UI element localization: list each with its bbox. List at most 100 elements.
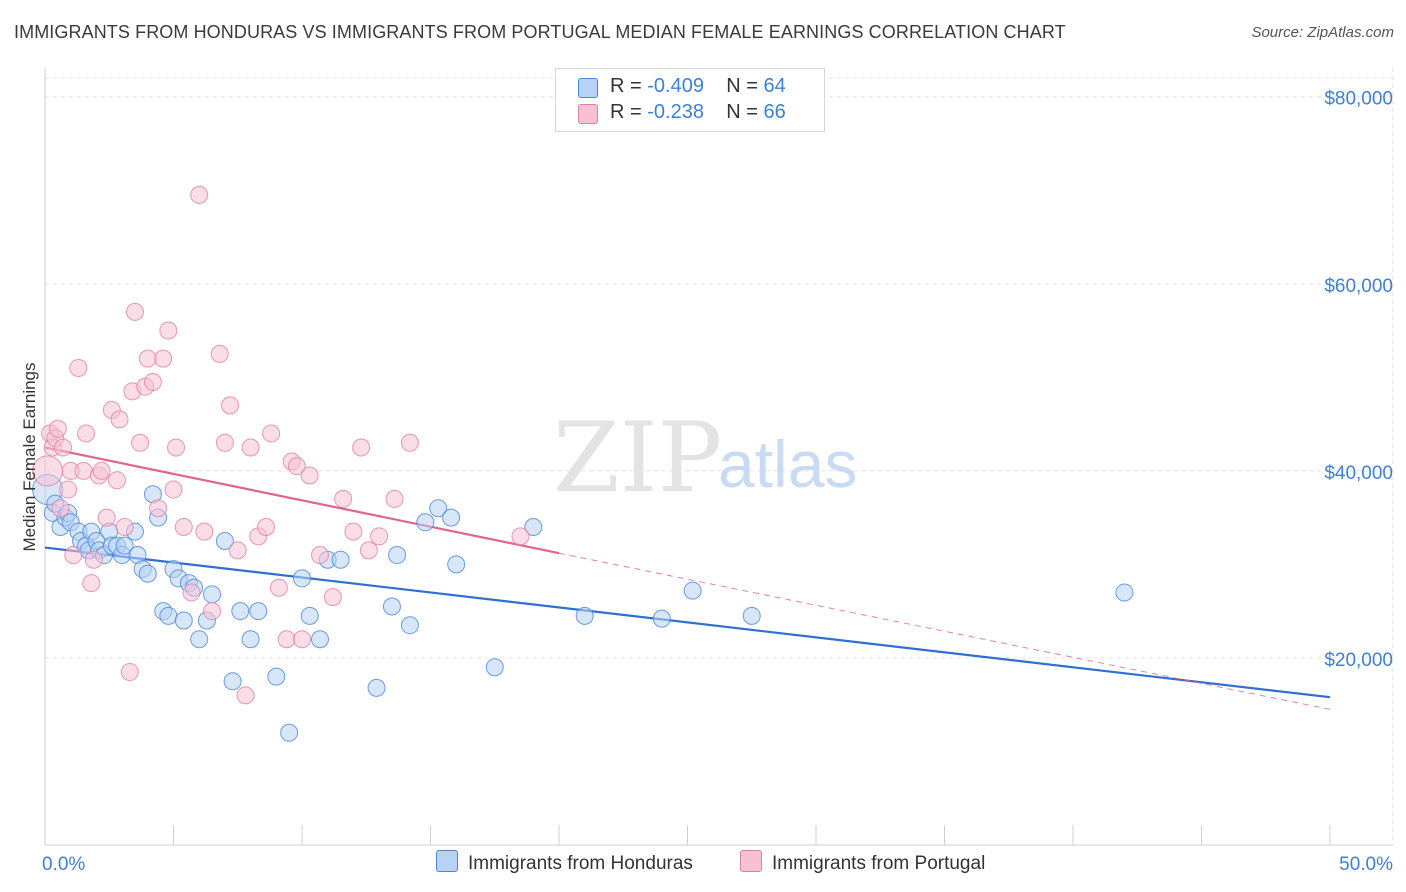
point-honduras [388,546,407,565]
point-portugal [107,471,126,490]
trend-line-dashed-portugal [558,552,1331,710]
y-tick-label: $20,000 [1324,650,1393,671]
point-honduras [442,508,461,527]
point-portugal [115,517,134,536]
trend-lines [44,446,1331,710]
point-portugal [97,508,116,527]
point-portugal [74,461,93,480]
legend-r-label: R = [610,101,648,123]
x-tick-label: 0.0% [42,854,85,875]
y-axis-label: Median Female Earnings [20,363,39,552]
x-tick-label: 50.0% [1339,854,1393,875]
point-portugal [159,321,178,340]
point-honduras [159,606,178,625]
point-portugal [92,461,111,480]
chart-title: IMMIGRANTS FROM HONDURAS VS IMMIGRANTS F… [14,22,1066,42]
point-portugal [84,550,103,569]
point-honduras [223,672,242,691]
point-honduras [1115,583,1134,602]
point-portugal [400,433,419,452]
point-portugal [300,466,319,485]
point-portugal [69,358,88,377]
trend-line-portugal [44,446,560,555]
point-portugal [269,578,288,597]
point-portugal [344,522,363,541]
point-portugal [154,349,173,368]
point-honduras [241,630,260,649]
point-portugal [53,438,72,457]
point-portugal [190,185,209,204]
point-portugal [293,630,311,649]
point-portugal [120,662,139,681]
point-portugal [262,424,281,443]
y-tick-label: $40,000 [1324,463,1393,484]
point-honduras [447,555,466,574]
point-portugal [149,499,168,518]
point-honduras [115,536,134,555]
point-honduras [231,602,250,621]
legend-r-value-honduras: -0.409 [647,75,704,97]
point-honduras [249,602,268,621]
point-portugal [48,419,67,438]
point-portugal [167,438,186,457]
point-honduras [575,606,594,625]
legend-r-value-portugal: -0.238 [647,101,704,123]
point-honduras [300,606,319,625]
point-honduras [203,585,222,604]
point-portugal [164,480,183,499]
bottom-legend-label-portugal: Immigrants from Portugal [772,853,986,874]
point-portugal [77,424,96,443]
point-honduras [524,517,543,536]
point-honduras [382,597,401,616]
legend-n-value-honduras: 64 [763,75,786,97]
bottom-legend-honduras: Immigrants from Honduras [436,850,693,875]
point-portugal [82,574,101,593]
point-portugal [359,541,378,560]
point-honduras [485,658,504,677]
point-portugal [257,517,276,536]
point-honduras [190,630,209,649]
point-portugal [323,588,342,607]
point-portugal [385,489,404,508]
point-portugal [215,433,234,452]
point-portugal [131,433,150,452]
watermark: ZIP atlas [553,402,857,514]
watermark-atlas: atlas [718,427,857,501]
point-honduras [138,564,157,583]
bottom-legend-portugal: Immigrants from Portugal [740,850,985,875]
point-honduras [331,550,350,569]
point-portugal [210,344,229,363]
point-portugal [138,349,157,368]
point-portugal [287,457,306,476]
point-honduras [683,581,702,600]
point-portugal [59,480,78,499]
gridlines [45,68,1394,845]
point-portugal [221,396,240,415]
point-portugal [182,583,201,602]
point-honduras [310,630,329,649]
data-points [32,185,1134,742]
point-honduras [267,667,286,686]
legend-r-label: R = [610,75,648,97]
bottom-legend-label-honduras: Immigrants from Honduras [468,853,693,874]
tick-labels: $20,000 $40,000 $60,000 $80,000 0.0% 50.0% [42,89,1393,875]
point-portugal [64,546,83,565]
legend-n-label: N = [726,75,764,97]
legend-swatch-honduras [578,78,598,98]
point-portugal [310,546,329,565]
point-honduras [742,606,761,625]
point-honduras [215,532,234,551]
point-honduras [416,513,435,532]
point-portugal [125,302,144,321]
point-honduras [174,611,193,630]
legend-n-label: N = [726,101,764,123]
y-tick-label: $80,000 [1324,89,1393,110]
point-portugal [241,438,260,457]
point-portugal [511,527,530,546]
legend-swatch-portugal [578,104,598,124]
correlation-legend: R = -0.409 N = 64 R = -0.238 N = 66 [555,68,825,132]
point-portugal [352,438,371,457]
point-honduras [280,723,299,742]
point-portugal [143,372,162,391]
